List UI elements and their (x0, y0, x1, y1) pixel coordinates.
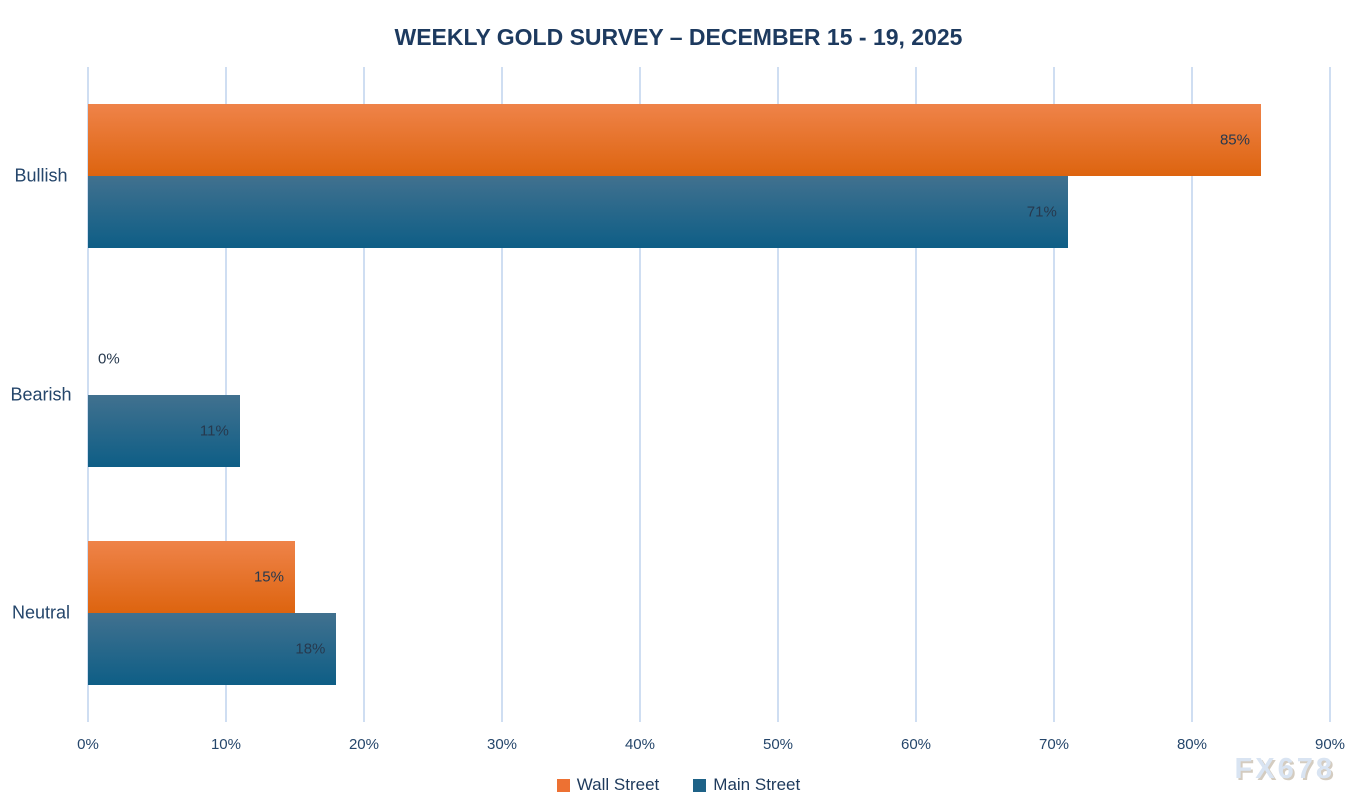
category-label-bullish: Bullish (14, 165, 68, 186)
bar-data-label: 15% (253, 568, 284, 586)
chart-title: WEEKLY GOLD SURVEY – DECEMBER 15 - 19, 2… (394, 24, 963, 50)
x-tick-label: 80% (1176, 736, 1207, 753)
x-tick-label: 90% (1314, 736, 1346, 753)
category-axis: Bullish Bearish Neutral (0, 67, 82, 722)
gridline (1190, 67, 1193, 722)
gridline (638, 67, 641, 722)
x-tick-label: 40% (624, 736, 655, 753)
legend-label: Wall Street (576, 775, 660, 794)
legend-item-main-street: Main Street (693, 775, 800, 795)
bar-data-label: 85% (1219, 131, 1250, 149)
plot-area: 85% 71% 0% 11% 15% 18% (87, 67, 1331, 722)
x-axis: 0% 10% 20% 30% 40% 50% 60% 70% 80% 90% (77, 736, 1345, 758)
bar-data-label: 18% (295, 640, 326, 658)
gridline (777, 67, 779, 722)
legend-label: Main Street (713, 775, 801, 794)
gridline (914, 67, 917, 722)
bar-data-label: 11% (199, 422, 229, 439)
x-tick-label: 60% (900, 736, 932, 753)
x-tick-label: 50% (762, 736, 794, 753)
legend-swatch-main-street (693, 778, 707, 792)
gridline (500, 67, 503, 722)
bar-data-label: 0% (98, 350, 120, 367)
bar-main-street-neutral: 18% (88, 612, 337, 685)
category-label-bearish: Bearish (10, 384, 72, 404)
gridline (1329, 67, 1331, 722)
x-tick-label: 0% (77, 736, 99, 753)
gridline (1053, 67, 1055, 722)
legend-item-wall-street: Wall Street (556, 775, 660, 795)
x-tick-label: 70% (1038, 736, 1070, 753)
x-tick-label: 30% (486, 736, 518, 753)
bar-wall-street-neutral: 15% (88, 540, 295, 613)
category-label-neutral: Neutral (11, 602, 71, 623)
legend-swatch-wall-street (556, 778, 570, 792)
bar-data-label: 71% (1026, 203, 1057, 221)
bar-wall-street-bullish: 85% (88, 104, 1261, 177)
bar-main-street-bearish: 11% (88, 394, 240, 467)
legend: Wall Street Main Street (0, 775, 1357, 795)
watermark-fx678: FX678 (1234, 753, 1335, 785)
x-tick-label: 10% (210, 736, 241, 753)
x-tick-label: 20% (348, 736, 379, 753)
bar-main-street-bullish: 71% (88, 176, 1068, 249)
gridline (362, 67, 365, 722)
